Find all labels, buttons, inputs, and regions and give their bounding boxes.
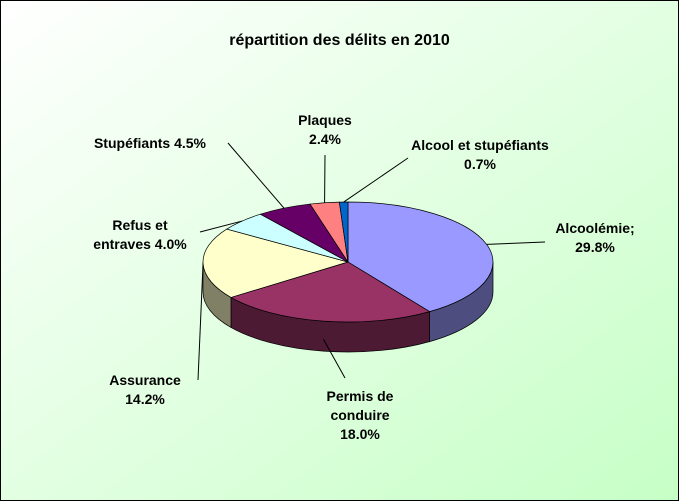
value-label: 14.2%	[125, 391, 165, 407]
data-label: Assurance 14.2%	[95, 371, 195, 409]
category-label: Alcool et stupéfiants	[411, 137, 549, 153]
value-label: 18.0%	[340, 425, 380, 442]
data-label: Alcool et stupéfiants 0.7%	[400, 136, 560, 174]
leader-line	[486, 241, 546, 245]
category-label: Refus et entraves	[93, 217, 168, 252]
value-label: 0.7%	[464, 156, 496, 172]
data-label: Permis de conduire 18.0%	[310, 387, 410, 444]
category-label: Assurance	[109, 372, 181, 388]
leader-line	[199, 220, 243, 233]
value-label: 29.8%	[575, 239, 615, 255]
category-label: Alcoolémie;	[555, 220, 635, 236]
pie-slice	[338, 201, 349, 263]
value-label: 4.0%	[154, 236, 187, 252]
value-label: 2.4%	[309, 131, 341, 147]
chart-title: répartition des délits en 2010	[229, 32, 450, 49]
category-label: Stupéfiants	[93, 134, 171, 151]
leader-line	[322, 338, 346, 379]
leader-line	[227, 142, 285, 209]
data-label: Refus et entraves 4.0%	[90, 216, 190, 254]
data-label: Plaques 2.4%	[285, 111, 365, 149]
data-label: Alcoolémie; 29.8%	[540, 219, 650, 257]
category-label: Plaques	[298, 112, 352, 128]
pie-slice	[230, 261, 431, 323]
leader-line	[343, 157, 409, 203]
data-label: Stupéfiants 4.5%	[65, 134, 235, 153]
pie-slice	[347, 201, 494, 312]
category-label: Permis de conduire	[326, 387, 394, 423]
value-label: 4.5%	[174, 134, 207, 151]
leader-line	[197, 263, 204, 381]
